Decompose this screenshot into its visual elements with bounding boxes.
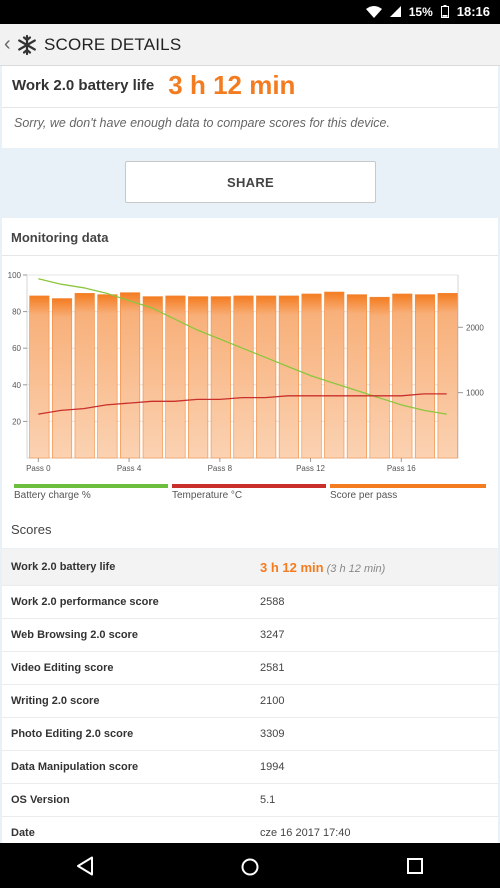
legend-battery: Battery charge % — [14, 484, 168, 504]
score-bar — [414, 294, 436, 459]
score-value: 5.1 — [260, 794, 276, 806]
score-bar — [120, 292, 141, 459]
left-tick-label: 80 — [12, 308, 21, 317]
score-value: cze 16 2017 17:40 — [260, 827, 351, 839]
legend-temperature-swatch — [172, 484, 326, 488]
score-value: 2588 — [260, 596, 285, 608]
legend-temperature: Temperature °C — [172, 484, 326, 504]
monitoring-header: Monitoring data — [11, 230, 109, 245]
score-bar — [188, 296, 209, 459]
score-value: 1994 — [260, 761, 285, 773]
score-value: 3 h 12 min — [260, 559, 324, 575]
score-label: Writing 2.0 score — [11, 695, 100, 707]
status-bar: 15% 18:16 — [0, 0, 500, 24]
score-bar — [51, 298, 73, 459]
page-title: SCORE DETAILS — [44, 34, 182, 54]
recent-apps-icon[interactable] — [406, 857, 424, 875]
score-bar — [233, 295, 254, 459]
score-bar — [97, 294, 118, 459]
monitoring-card: Monitoring data 100 80 60 40 20 2000 1000 Pass … — [2, 218, 498, 548]
app-bar: ‹ SCORE DETAILS — [0, 24, 500, 66]
scores-table: Work 2.0 battery life 3 h 12 min (3 h 12 … — [2, 549, 498, 850]
score-bar — [392, 293, 413, 459]
no-comparison-note: Sorry, we don't have enough data to comp… — [14, 116, 390, 130]
x-tick-label: Pass 0 — [26, 464, 51, 473]
score-bar — [165, 295, 186, 459]
score-row: Data Manipulation score 1994 — [2, 751, 498, 784]
battery-charge-line — [38, 278, 447, 415]
score-bar — [346, 294, 367, 459]
score-value: 2581 — [260, 662, 285, 674]
score-bar — [369, 296, 390, 459]
status-icons: 15% 18:16 — [365, 4, 490, 19]
score-value-cell: 3 h 12 min (3 h 12 min) — [260, 560, 385, 575]
score-value: 2100 — [260, 695, 285, 707]
x-tick-label: Pass 16 — [387, 464, 416, 473]
score-bar — [324, 291, 345, 459]
score-subvalue: (3 h 12 min) — [326, 562, 386, 575]
monitoring-chart: 100 80 60 40 20 2000 1000 Pass 0 Pass 4 Pass 8 Pas… — [8, 271, 485, 473]
score-row: Web Browsing 2.0 score 3247 — [2, 619, 498, 652]
back-icon[interactable] — [76, 856, 94, 876]
score-row: Work 2.0 battery life 3 h 12 min (3 h 12 … — [2, 549, 498, 586]
snowflake-logo-icon[interactable] — [16, 34, 38, 56]
score-row: Photo Editing 2.0 score 3309 — [2, 718, 498, 751]
battery-percent: 15% — [408, 4, 433, 19]
home-icon[interactable] — [240, 857, 260, 877]
share-button[interactable]: SHARE — [125, 161, 376, 203]
score-bar — [29, 295, 50, 459]
left-tick-label: 60 — [12, 344, 21, 353]
summary-card: Work 2.0 battery life 3 h 12 min Sorry, … — [2, 66, 498, 148]
wifi-icon — [365, 5, 382, 18]
score-row: Video Editing score 2581 — [2, 652, 498, 685]
scores-header: Scores — [11, 522, 52, 537]
signal-icon — [389, 6, 401, 17]
score-label: Photo Editing 2.0 score — [11, 728, 134, 740]
score-label: OS Version — [11, 794, 70, 806]
x-tick-label: Pass 4 — [117, 464, 142, 473]
legend-score: Score per pass — [330, 484, 486, 504]
score-label: Video Editing score — [11, 662, 114, 674]
divider — [2, 107, 498, 108]
left-tick-label: 40 — [12, 381, 21, 390]
score-value: 3309 — [260, 728, 285, 740]
score-label: Web Browsing 2.0 score — [11, 629, 138, 641]
back-chevron-icon[interactable]: ‹ — [4, 33, 11, 55]
legend-battery-swatch — [14, 484, 168, 488]
score-bar — [437, 292, 458, 459]
navigation-bar — [0, 843, 500, 888]
divider — [2, 255, 498, 256]
right-tick-label: 2000 — [466, 323, 484, 332]
battery-icon — [440, 5, 449, 18]
temperature-line — [38, 393, 447, 415]
score-row: Writing 2.0 score 2100 — [2, 685, 498, 718]
score-bar — [278, 295, 299, 459]
legend-temperature-label: Temperature °C — [172, 490, 243, 501]
left-tick-label: 100 — [8, 271, 22, 280]
score-label: Data Manipulation score — [11, 761, 139, 773]
legend-score-label: Score per pass — [330, 490, 398, 501]
score-row: OS Version 5.1 — [2, 784, 498, 817]
score-bar — [142, 296, 163, 459]
score-bar — [210, 296, 231, 459]
score-bar — [256, 295, 277, 459]
right-tick-label: 1000 — [466, 389, 484, 398]
clock: 18:16 — [456, 4, 490, 19]
left-tick-label: 20 — [12, 417, 21, 426]
x-tick-label: Pass 8 — [208, 464, 233, 473]
summary-label: Work 2.0 battery life — [12, 76, 155, 94]
score-label: Date — [11, 827, 35, 839]
legend-score-swatch — [330, 484, 486, 488]
score-label: Work 2.0 performance score — [11, 596, 159, 608]
score-label: Work 2.0 battery life — [11, 561, 116, 573]
score-row: Work 2.0 performance score 2588 — [2, 586, 498, 619]
score-value: 3247 — [260, 629, 285, 641]
score-bar — [74, 292, 95, 459]
x-tick-label: Pass 12 — [296, 464, 325, 473]
summary-value: 3 h 12 min — [168, 69, 296, 100]
summary-row: Work 2.0 battery life 3 h 12 min — [12, 66, 295, 104]
legend-battery-label: Battery charge % — [14, 490, 91, 501]
